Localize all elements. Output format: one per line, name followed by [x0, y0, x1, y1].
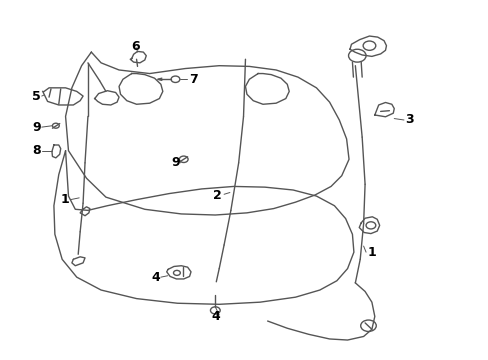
- Text: 1: 1: [367, 246, 375, 258]
- Circle shape: [171, 76, 180, 82]
- Text: 5: 5: [32, 90, 41, 103]
- Circle shape: [363, 41, 375, 50]
- Text: 9: 9: [171, 156, 180, 169]
- Circle shape: [348, 49, 366, 62]
- Text: 4: 4: [151, 271, 160, 284]
- Text: 6: 6: [130, 40, 139, 53]
- Text: 9: 9: [32, 121, 41, 134]
- Text: 1: 1: [60, 193, 69, 206]
- Circle shape: [210, 307, 220, 314]
- Circle shape: [179, 156, 188, 162]
- Circle shape: [366, 222, 375, 229]
- Text: 3: 3: [405, 113, 413, 126]
- Text: 4: 4: [210, 310, 219, 323]
- Text: 8: 8: [32, 144, 41, 157]
- Circle shape: [173, 270, 180, 275]
- Circle shape: [360, 320, 375, 332]
- Text: 2: 2: [213, 189, 222, 202]
- Circle shape: [52, 123, 59, 128]
- Text: 7: 7: [189, 73, 198, 86]
